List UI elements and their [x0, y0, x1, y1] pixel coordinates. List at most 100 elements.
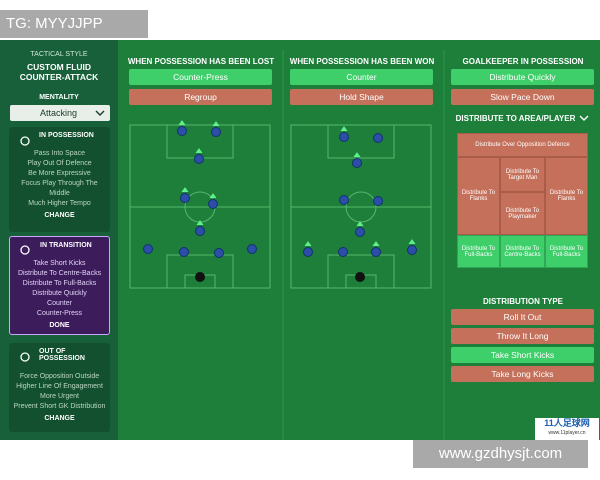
player — [194, 154, 204, 164]
item: Distribute To Full-Backs — [22, 280, 97, 287]
item: Much Higher Tempo — [28, 200, 91, 207]
option[interactable]: Roll It Out — [451, 309, 594, 325]
item: Take Short Kicks — [33, 260, 86, 267]
player — [373, 133, 383, 143]
item-list: Force Opposition Outside Higher Line Of E… — [9, 372, 110, 412]
zone[interactable]: Distribute Over Opposition Defence — [457, 133, 588, 157]
section-title: IN TRANSITION — [40, 242, 92, 249]
item: More Urgent — [40, 393, 79, 400]
option[interactable]: Counter-Press — [129, 69, 272, 85]
zone[interactable]: Distribute To Full-Backs — [545, 235, 588, 268]
section-title: OUT OF POSSESSION — [39, 348, 85, 362]
section-button[interactable]: CHANGE — [44, 212, 75, 219]
run-arrow — [195, 148, 203, 154]
icon — [20, 136, 30, 146]
section-box: OUT OF POSSESSION Force Opposition Outsid… — [9, 343, 110, 432]
player — [303, 247, 313, 257]
column-title: WHEN POSSESSION HAS BEEN LOST — [127, 57, 275, 66]
pitch-line — [345, 191, 377, 223]
option[interactable]: Throw It Long — [451, 328, 594, 344]
run-arrow — [178, 120, 186, 126]
chevron — [579, 115, 589, 121]
item: Counter-Press — [36, 310, 83, 317]
run-arrow — [209, 193, 217, 199]
player — [355, 227, 365, 237]
item: Force Opposition Outside — [19, 373, 100, 380]
goalkeeper — [355, 272, 365, 282]
label: MENTALITY — [39, 94, 79, 101]
run-arrow — [181, 187, 189, 193]
run-arrow — [372, 241, 380, 247]
zone[interactable]: Distribute To Full-Backs — [457, 235, 500, 268]
item: Focus Play Through The Middle — [21, 180, 98, 197]
run-arrow — [304, 241, 312, 247]
watermark: www.gzdhysjt.com — [413, 440, 588, 468]
item: Distribute Quickly — [32, 290, 87, 297]
player — [208, 199, 218, 209]
option[interactable]: Counter — [290, 69, 433, 85]
zone[interactable]: Distribute To Playmaker — [500, 192, 545, 235]
icon — [20, 245, 30, 255]
section-button[interactable]: CHANGE — [44, 415, 75, 422]
section-box: IN POSSESSION Pass Into Space Play Out Of … — [9, 127, 110, 232]
pitch-line — [327, 124, 395, 159]
zone[interactable]: Distribute To Centre-Backs — [500, 235, 545, 268]
option[interactable]: Distribute Quickly — [451, 69, 594, 85]
option[interactable]: Take Short Kicks — [451, 347, 594, 363]
goalkeeper — [195, 272, 205, 282]
pitch-line — [327, 254, 395, 289]
zone[interactable]: Distribute To Flanks — [457, 157, 500, 235]
column-title: WHEN POSSESSION HAS BEEN WON — [289, 57, 435, 66]
option[interactable]: Regroup — [129, 89, 272, 105]
player — [195, 226, 205, 236]
player — [371, 247, 381, 257]
icon — [20, 352, 30, 362]
player — [179, 247, 189, 257]
section-title: DISTRIBUTION TYPE — [482, 297, 563, 306]
section-title: IN POSSESSION — [39, 132, 94, 139]
player — [177, 126, 187, 136]
label: TACTICAL STYLE — [30, 51, 88, 58]
player — [143, 244, 153, 254]
item: Play Out Of Defence — [27, 160, 92, 167]
logo-name: 11人足球网 — [544, 418, 590, 428]
option[interactable]: Hold Shape — [290, 89, 433, 105]
pitches — [20, 50, 589, 440]
item: Prevent Short GK Distribution — [13, 403, 106, 410]
item: Counter — [47, 300, 72, 307]
item: Higher Line Of Engagement — [16, 383, 103, 390]
section-box: IN TRANSITION Take Short Kicks Distribute … — [9, 236, 110, 335]
style-name: CUSTOM FLUID — [26, 62, 92, 72]
pitch-line — [166, 254, 234, 289]
option[interactable]: Take Long Kicks — [451, 366, 594, 382]
run-arrow — [340, 126, 348, 132]
run-arrow — [196, 220, 204, 226]
logo-url: www.11player.cn — [548, 430, 586, 436]
zone[interactable]: Distribute To Flanks — [545, 157, 588, 235]
logo: 11人足球网 www.11player.cn — [535, 418, 599, 440]
item: Be More Expressive — [28, 170, 91, 177]
player — [247, 244, 257, 254]
run-arrow — [353, 152, 361, 158]
watermark: TG: MYYJJPP — [0, 10, 148, 38]
player — [211, 127, 221, 137]
pitch-line — [166, 124, 234, 159]
column-title: GOALKEEPER IN POSSESSION — [462, 57, 584, 66]
mentality-dropdown[interactable]: Attacking — [10, 105, 110, 121]
item-list: Take Short Kicks Distribute To Centre-Bac… — [10, 259, 109, 319]
player — [352, 158, 362, 168]
player — [373, 196, 383, 206]
item: Pass Into Space — [34, 150, 85, 157]
option[interactable]: Slow Pace Down — [451, 89, 594, 105]
player — [214, 248, 224, 258]
player — [339, 132, 349, 142]
player — [180, 193, 190, 203]
chevron — [95, 110, 105, 116]
section-button[interactable]: DONE — [49, 322, 70, 329]
run-arrow — [356, 221, 364, 227]
player — [407, 245, 417, 255]
run-arrow — [408, 239, 416, 245]
run-arrow — [212, 121, 220, 127]
zone[interactable]: Distribute To Target Man — [500, 157, 545, 192]
